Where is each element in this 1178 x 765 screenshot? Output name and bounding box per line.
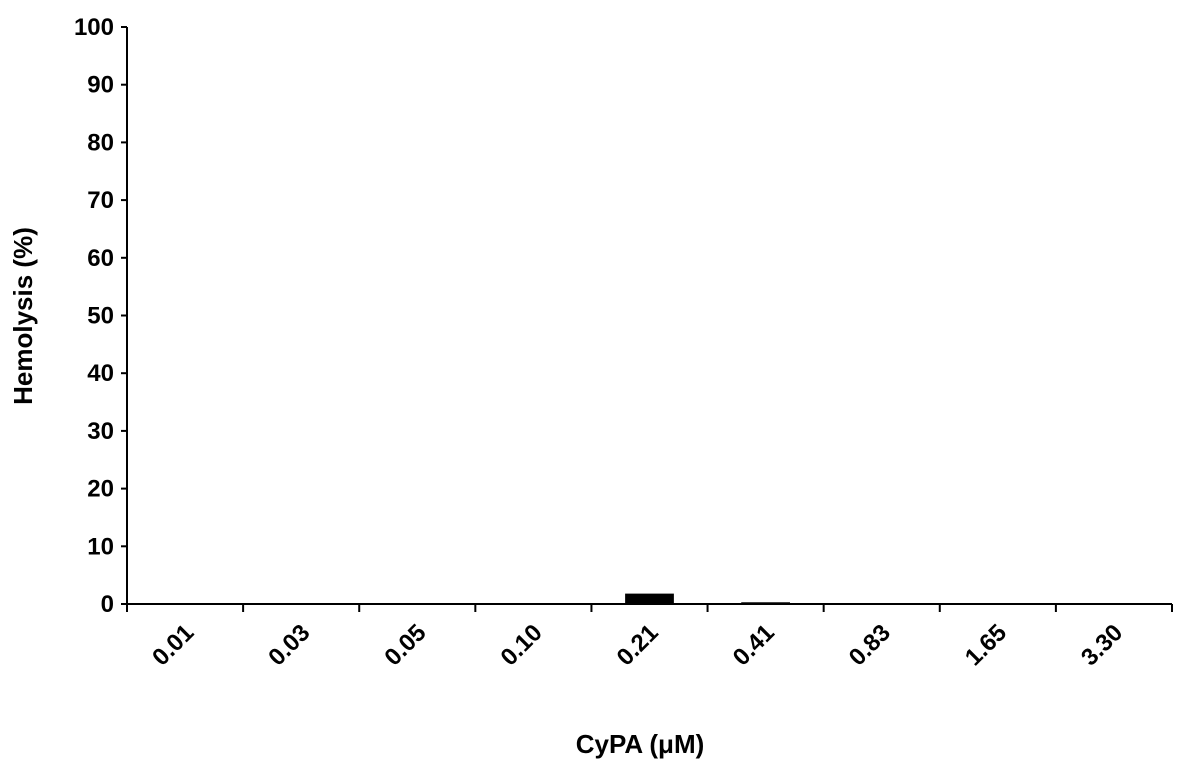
y-tick-label: 60: [87, 245, 114, 272]
y-tick-label: 70: [87, 187, 114, 214]
x-tick-label: 0.21: [612, 619, 664, 671]
x-tick-label: 0.05: [379, 619, 431, 671]
x-tick-label: 1.65: [960, 619, 1012, 671]
x-tick-label: 0.41: [728, 619, 780, 671]
y-tick-label: 40: [87, 360, 114, 387]
y-tick-label: 20: [87, 476, 114, 503]
y-tick-label: 30: [87, 418, 114, 445]
bar: [625, 593, 674, 604]
x-axis-ticks: 0.01 0.03 0.05 0.10 0.21 0.41 0.83 1.65 3.30: [126, 604, 1173, 671]
y-tick-label: 50: [87, 303, 114, 330]
x-tick-label: 0.03: [263, 619, 315, 671]
y-tick-label: 90: [87, 72, 114, 99]
x-tick-label: 0.10: [496, 619, 548, 671]
y-tick-label: 80: [87, 129, 114, 156]
y-tick-label: 10: [87, 533, 114, 560]
y-axis-title: Hemolysis (%): [8, 227, 38, 405]
bars: [625, 593, 790, 604]
x-tick-label: 3.30: [1076, 619, 1128, 671]
y-axis-ticks: 0 10 20 30 40 50 60 70 80 90 100: [74, 14, 127, 618]
y-tick-label: 100: [74, 14, 114, 41]
x-tick-label: 0.83: [844, 619, 896, 671]
x-axis-title: CyPA (μM): [576, 729, 705, 759]
x-tick-label: 0.01: [147, 619, 199, 671]
y-tick-label: 0: [101, 591, 114, 618]
